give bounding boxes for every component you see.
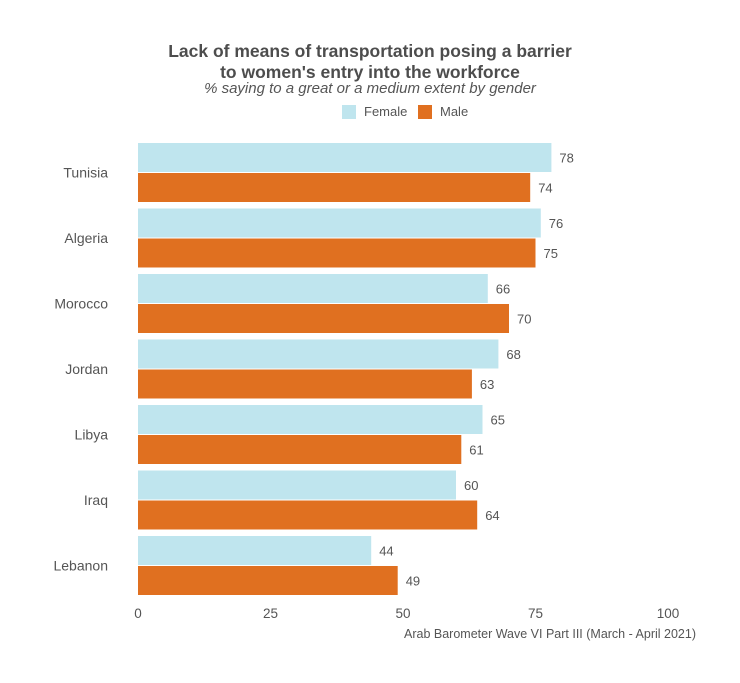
chart-title-line2: to women's entry into the workforce xyxy=(220,62,520,82)
x-tick-label-75: 75 xyxy=(528,606,543,621)
bar-algeria-female xyxy=(138,208,541,238)
category-label-jordan: Jordan xyxy=(65,361,108,377)
bar-tunisia-female xyxy=(138,143,552,172)
legend-label-female: Female xyxy=(364,104,408,119)
source-caption: Arab Barometer Wave VI Part III (March -… xyxy=(404,627,696,641)
category-label-libya: Libya xyxy=(75,427,109,443)
category-label-algeria: Algeria xyxy=(64,230,108,246)
category-label-tunisia: Tunisia xyxy=(63,165,108,181)
bar-lebanon-female xyxy=(138,536,372,565)
bar-iraq-female xyxy=(138,470,456,500)
legend-swatch-male xyxy=(418,104,432,119)
legend-item-male: Male xyxy=(418,104,468,119)
category-label-lebanon: Lebanon xyxy=(53,558,108,574)
legend-swatch-female xyxy=(342,104,356,119)
x-tick-label-50: 50 xyxy=(395,606,410,621)
data-label-libya-male: 61 xyxy=(469,443,483,458)
data-label-lebanon-male: 49 xyxy=(406,574,420,589)
bar-tunisia-male xyxy=(138,173,531,202)
chart-title-line1: Lack of means of transportation posing a… xyxy=(168,41,572,61)
x-tick-label-0: 0 xyxy=(134,606,142,621)
bar-libya-male xyxy=(138,435,462,464)
data-label-iraq-female: 60 xyxy=(464,478,478,493)
category-label-iraq: Iraq xyxy=(84,492,108,508)
legend: Female Male xyxy=(0,104,740,124)
data-label-tunisia-male: 74 xyxy=(538,181,552,196)
x-tick-label-100: 100 xyxy=(657,606,680,621)
bar-morocco-female xyxy=(138,274,488,303)
data-label-algeria-male: 75 xyxy=(544,246,558,261)
bar-algeria-male xyxy=(138,238,536,268)
data-label-iraq-male: 64 xyxy=(485,508,499,523)
category-label-morocco: Morocco xyxy=(54,296,108,312)
bar-libya-female xyxy=(138,405,483,434)
x-tick-label-25: 25 xyxy=(263,606,278,621)
data-label-tunisia-female: 78 xyxy=(559,151,573,166)
bar-iraq-male xyxy=(138,500,478,530)
data-label-jordan-male: 63 xyxy=(480,377,494,392)
bar-jordan-female xyxy=(138,339,499,369)
data-label-algeria-female: 76 xyxy=(549,216,563,231)
bar-lebanon-male xyxy=(138,566,398,595)
data-label-morocco-male: 70 xyxy=(517,312,531,327)
bar-jordan-male xyxy=(138,369,472,399)
data-label-lebanon-female: 44 xyxy=(379,544,393,559)
legend-label-male: Male xyxy=(440,104,469,119)
data-label-jordan-female: 68 xyxy=(506,347,520,362)
data-label-libya-female: 65 xyxy=(491,413,505,428)
data-label-morocco-female: 66 xyxy=(496,282,510,297)
chart-subtitle: % saying to a great or a medium extent b… xyxy=(204,80,536,97)
bar-morocco-male xyxy=(138,304,509,333)
legend-item-female: Female xyxy=(342,104,407,119)
